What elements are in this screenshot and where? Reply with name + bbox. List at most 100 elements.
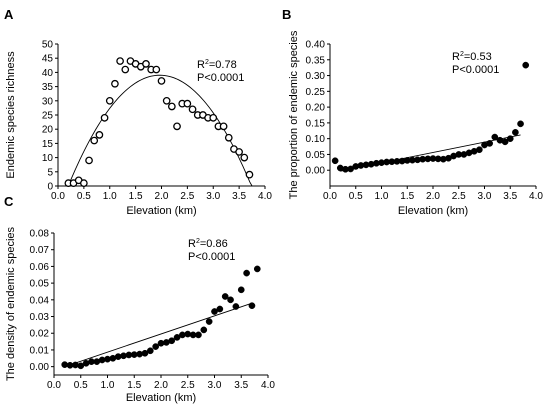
y-axis-label: The density of endemic species <box>5 226 17 381</box>
x-axis-label: Elevation (km) <box>398 205 468 217</box>
data-point <box>227 296 234 304</box>
data-point <box>142 60 150 68</box>
data-point <box>168 102 176 111</box>
x-tick-label: 1.0 <box>101 380 115 391</box>
y-tick-label: 10 <box>42 153 54 164</box>
data-point <box>152 65 161 74</box>
y-tick-label: 0.00 <box>30 362 50 373</box>
y-tick-label: 0.30 <box>306 71 326 82</box>
r-squared-value: =0.78 <box>209 59 237 71</box>
y-axis-label: The proportion of endemic species <box>288 30 300 199</box>
r-squared-symbol: R <box>197 59 205 71</box>
x-tick-label: 1.5 <box>127 380 141 391</box>
x-axis-label: Elevation (km) <box>126 205 196 217</box>
data-point <box>105 96 114 105</box>
panel-c: 0.0 0.5 1.0 1.5 2.0 2.5 3.0 3.5 4.00.000.010.020… <box>4 194 275 404</box>
data-point <box>211 308 218 315</box>
data-point <box>141 349 149 357</box>
x-tick-label: 1.0 <box>103 191 117 202</box>
data-point <box>209 113 218 122</box>
r-squared-label: R2=0.86 <box>188 238 228 250</box>
data-point <box>232 303 240 310</box>
x-tick-label: 2.0 <box>155 191 169 202</box>
data-point <box>146 347 154 355</box>
y-tick-label: 40 <box>42 68 54 79</box>
data-point <box>219 122 228 131</box>
y-tick-label: 45 <box>42 54 54 65</box>
x-tick-label: 4.0 <box>529 191 543 202</box>
y-tick-label: 0.35 <box>306 55 326 66</box>
panel-label: A <box>4 7 14 22</box>
x-tick-label: 3.5 <box>503 191 517 202</box>
y-tick-label: 0 <box>47 182 53 193</box>
data-point <box>100 113 109 122</box>
y-tick-label: 15 <box>42 139 54 150</box>
x-tick-label: 0.5 <box>349 191 363 202</box>
x-tick-label: 3.0 <box>206 191 220 202</box>
data-point <box>77 362 85 370</box>
data-point <box>517 120 524 128</box>
data-point <box>90 136 99 145</box>
data-point <box>157 77 166 85</box>
x-axis-label: Elevation (km) <box>126 392 196 404</box>
y-tick-label: 50 <box>42 40 54 51</box>
x-tick-label: 0.0 <box>51 191 65 202</box>
data-point <box>224 133 233 142</box>
data-point <box>506 135 514 143</box>
data-point <box>95 131 104 139</box>
data-point <box>235 148 243 156</box>
r-squared-superscript: 2 <box>196 238 200 245</box>
data-point <box>237 286 245 294</box>
x-tick-label: 2.5 <box>452 191 466 202</box>
regression-line <box>64 302 253 368</box>
r-squared-label: R2=0.53 <box>452 51 492 63</box>
y-tick-label: 0.01 <box>30 345 50 356</box>
data-point <box>331 157 339 165</box>
data-point <box>85 156 93 165</box>
panel-label: B <box>282 7 291 22</box>
y-tick-label: 0.03 <box>30 312 50 323</box>
x-tick-label: 2.0 <box>426 191 440 202</box>
r-squared-superscript: 2 <box>205 59 209 66</box>
r-squared-label: R2=0.78 <box>197 59 237 71</box>
r-squared-superscript: 2 <box>460 51 464 58</box>
y-tick-label: 0.00 <box>306 166 326 177</box>
data-point <box>183 99 192 108</box>
data-point <box>121 65 130 74</box>
regression-curve <box>67 74 253 187</box>
x-tick-label: 2.5 <box>181 380 195 391</box>
data-point <box>240 153 249 162</box>
x-tick-label: 2.5 <box>180 191 194 202</box>
data-point <box>188 105 197 114</box>
data-point <box>243 269 250 277</box>
y-tick-label: 0.40 <box>306 40 326 51</box>
y-tick-label: 0.06 <box>30 262 50 273</box>
data-point <box>200 326 208 334</box>
y-tick-label: 0.05 <box>30 279 50 290</box>
x-tick-label: 1.0 <box>375 191 389 202</box>
data-point <box>111 79 119 88</box>
data-point <box>476 146 483 154</box>
x-tick-label: 2.0 <box>154 380 168 391</box>
r-squared-symbol: R <box>188 238 196 250</box>
x-tick-label: 4.0 <box>261 380 275 391</box>
data-point <box>501 138 509 146</box>
y-tick-label: 0.20 <box>306 103 326 114</box>
p-value-label: P<0.0001 <box>452 64 499 76</box>
data-point <box>491 133 499 141</box>
data-point <box>221 293 229 300</box>
r-squared-value: =0.86 <box>200 238 228 250</box>
data-point <box>205 318 213 325</box>
data-point <box>162 96 171 105</box>
y-tick-label: 30 <box>42 96 54 107</box>
r-squared-symbol: R <box>452 51 460 63</box>
y-tick-label: 0.25 <box>306 87 326 98</box>
y-tick-label: 20 <box>42 125 54 136</box>
x-tick-label: 0.0 <box>47 380 61 391</box>
y-tick-label: 0.02 <box>30 329 50 340</box>
x-tick-label: 3.5 <box>232 191 246 202</box>
p-value-label: P<0.0001 <box>197 72 244 84</box>
x-tick-label: 1.5 <box>129 191 143 202</box>
y-tick-label: 0.15 <box>306 118 326 129</box>
